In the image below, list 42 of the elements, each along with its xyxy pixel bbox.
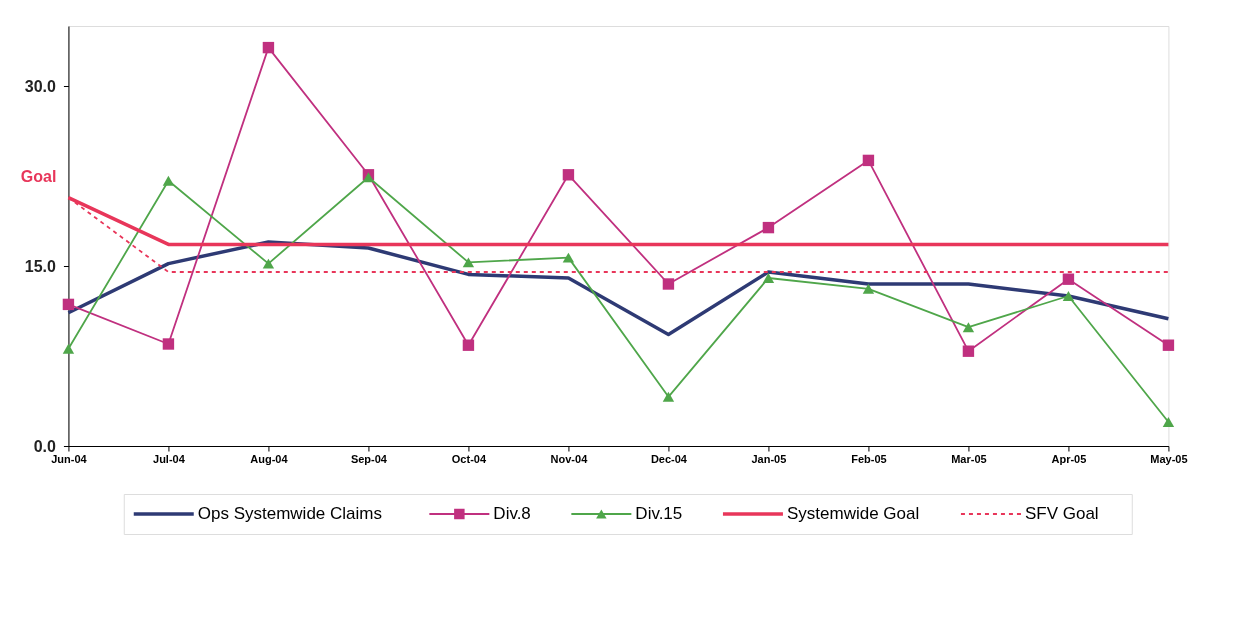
x-tick-label: Jun-04 (51, 452, 88, 465)
point (962, 345, 975, 357)
legend-label: Div.8 (493, 504, 531, 523)
x-tick-label: May-05 (1150, 452, 1188, 465)
point (262, 41, 275, 54)
point (862, 154, 875, 167)
point (562, 169, 575, 181)
point (462, 257, 475, 268)
x-tick-label: Mar-05 (951, 452, 987, 465)
point (662, 391, 675, 402)
point (62, 298, 75, 311)
point (62, 343, 75, 354)
x-tick-label: Feb-05 (851, 452, 887, 465)
point (862, 283, 875, 294)
x-tick-label: Oct-04 (451, 452, 487, 465)
x-tick-label: Sep-04 (350, 452, 388, 465)
x-tick-label: Aug-04 (250, 452, 289, 465)
point (462, 339, 475, 351)
point (1162, 417, 1175, 427)
x-tick-label: Apr-05 (1051, 452, 1087, 465)
legend-label: Div.15 (635, 504, 683, 523)
x-tick-label: Dec-04 (650, 452, 688, 465)
point (262, 258, 275, 269)
point (662, 278, 675, 290)
point (762, 221, 775, 234)
point (1062, 291, 1075, 301)
point (1162, 339, 1175, 351)
y-tick-label: 30.0 (24, 77, 57, 95)
x-tick-label: Jul-04 (153, 452, 186, 465)
point (1062, 273, 1075, 285)
point (162, 338, 175, 350)
y-tick-label: 15.0 (24, 257, 57, 275)
point (562, 252, 575, 263)
legend-label: Ops Systemwide Claims (197, 504, 382, 523)
point (962, 322, 975, 333)
text: Goal (20, 168, 57, 186)
x-tick-label: Jan-05 (751, 452, 787, 465)
x-tick-label: Nov-04 (550, 452, 589, 465)
y-tick-label: 0.0 (33, 437, 57, 455)
legend-label: Systemwide Goal (786, 504, 920, 523)
legend-label: SFV Goal (1024, 504, 1099, 523)
point (762, 273, 775, 283)
